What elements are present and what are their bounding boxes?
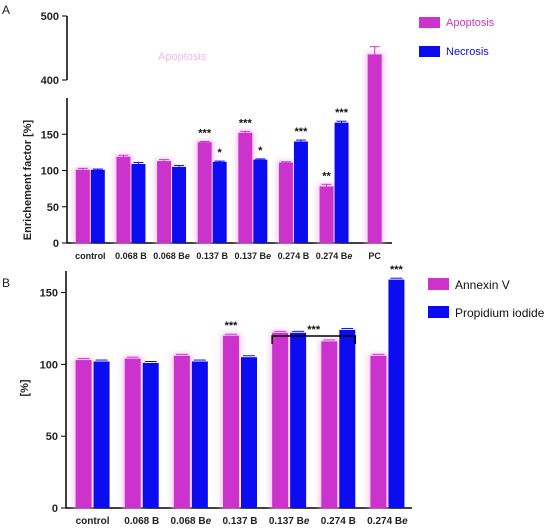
panel-b-y-tick-label: 100 [40, 359, 58, 371]
panel-b-x-tick-label-0-137-be: 0.137 Be [269, 516, 310, 527]
panel-a-x-tick-labels: control 0.068 B 0.068 Be 0.137 B 0.137 Be 0.2… [75, 251, 381, 261]
panel-a-y-tick-label: 400 [41, 75, 59, 87]
panel-b-bar-annexin-v-0-137-be [272, 332, 289, 508]
panel-a-bar-necrosis-0-068-be [172, 166, 187, 243]
legend-swatch-necrosis [419, 46, 440, 57]
panel-a-x-tick-label-0-274-b: 0.274 B [278, 251, 310, 261]
panel-a-bar-apoptosis-0-137-b [197, 142, 212, 243]
panel-a-ghost-text: Apoptosis [158, 51, 207, 63]
legend-swatch-propidium [428, 306, 449, 318]
panel-b-bar-annexin-v-control [75, 360, 92, 508]
panel-a-ylabel: Enrichement factor [%] [22, 119, 34, 240]
panel-a-significance-label: * [258, 145, 263, 157]
panel-a-chart: A Enrichement factor [%] Apoptosis 0 50 10… [2, 3, 495, 261]
legend-swatch-annexin [428, 278, 449, 290]
panel-a-bar-apoptosis-0-137-be [238, 132, 253, 243]
panel-a-y-tick-label: 500 [41, 11, 59, 23]
legend-swatch-apoptosis [419, 17, 440, 28]
panel-a-significance-label: ** [322, 170, 331, 182]
panel-a-bar-necrosis-0-274-b [293, 141, 308, 243]
panel-a-legend: Apoptosis Necrosis [419, 17, 495, 58]
panel-a-bar-apoptosis-0-274-b [278, 162, 293, 243]
panel-a-x-tick-label-pc: PC [368, 251, 381, 261]
panel-a-bar-apoptosis-0-068-be [157, 161, 172, 243]
panel-b-bar-annexin-v-0-068-be [173, 355, 190, 508]
panel-a-x-tick-label-0-274-be: 0.274 Be [316, 251, 353, 261]
panel-b-x-tick-label-0-068-b: 0.068 B [124, 516, 159, 527]
panel-b-bar-annexin-v-0-274-be [370, 355, 387, 508]
panel-a-y-tick-label: 100 [41, 166, 59, 178]
panel-a-y-tick-label: 0 [53, 238, 59, 250]
legend-label-annexin: Annexin V [455, 278, 510, 292]
panel-a-bar-necrosis-control [90, 169, 105, 243]
panel-a-significance-label: *** [335, 107, 349, 119]
panel-b-x-tick-label-0-137-b: 0.137 B [222, 516, 257, 527]
panel-a-bar-apoptosis-0-068-b [116, 156, 131, 243]
panel-a-significance-label: *** [198, 128, 212, 140]
panel-a-x-tick-label-0-137-b: 0.137 B [196, 251, 228, 261]
panel-b-y-tick-label: 150 [40, 288, 58, 300]
panel-b-bar-propidium-iodide-0-274-b [339, 329, 356, 508]
panel-a-bars: **************** [73, 46, 384, 244]
panel-b-bars: *** *** *** [73, 264, 405, 508]
panel-b-ylabel: [%] [19, 379, 31, 396]
panel-a-x-tick-label-0-068-b: 0.068 B [115, 251, 147, 261]
panel-a-y-tick-label: 150 [41, 129, 59, 141]
panel-b-bar-annexin-v-0-274-b [321, 341, 338, 508]
legend-label-apoptosis: Apoptosis [446, 17, 495, 29]
panel-b-legend: Annexin V Propidium iodide [428, 278, 545, 320]
panel-b-bar-propidium-iodide-0-068-be [191, 361, 208, 508]
panel-b-x-tick-label-control: control [76, 516, 110, 527]
panel-b-significance-label: *** [225, 320, 239, 332]
panel-a-bar-apoptosis-control [75, 169, 90, 243]
panel-b-chart: B [%] 0 50 100 150 *** *** *** control 0.068 B… [2, 264, 545, 527]
panel-a-bar-necrosis-0-274-be [334, 122, 349, 243]
panel-b-significance-bracket [271, 335, 357, 344]
panel-a-x-tick-label-0-137-be: 0.137 Be [235, 251, 272, 261]
panel-b-x-tick-labels: control 0.068 B 0.068 Be 0.137 B 0.137 Be 0.2… [76, 516, 409, 527]
panel-b-bar-propidium-iodide-0-137-b [241, 357, 257, 508]
panel-a-y-tick-label: 50 [47, 202, 59, 214]
panel-b-bar-annexin-v-0-068-b [124, 358, 141, 508]
panel-b-bar-propidium-iodide-0-274-be [388, 279, 405, 508]
legend-label-propidium: Propidium iodide [455, 306, 545, 320]
panel-a-bar-necrosis-0-137-b [212, 161, 227, 243]
panel-b-bar-annexin-v-0-137-b [223, 335, 239, 508]
legend-label-necrosis: Necrosis [446, 46, 489, 58]
panel-b-bracket-label: *** [307, 324, 321, 336]
panel-a-bar-apoptosis-0-274-be [319, 186, 334, 243]
panel-b-y-tick-label: 0 [52, 503, 58, 515]
panel-a-significance-label: *** [239, 117, 253, 129]
panel-a-significance-label: *** [295, 126, 309, 138]
panel-a-bar-apoptosis-pc [367, 54, 382, 244]
panel-b-bar-propidium-iodide-control [93, 361, 110, 508]
panel-a-x-tick-label-0-068-be: 0.068 Be [153, 251, 190, 261]
panel-a-label: A [2, 3, 10, 17]
panel-a-bar-necrosis-0-068-b [131, 163, 146, 243]
panel-b-significance-label: *** [390, 264, 404, 276]
panel-a-x-tick-label-control: control [75, 251, 106, 261]
panel-b-x-tick-label-0-068-be: 0.068 Be [171, 516, 212, 527]
panel-b-label: B [2, 276, 10, 290]
panel-a-bar-necrosis-0-137-be [253, 159, 268, 243]
panel-a-significance-label: * [218, 147, 223, 159]
panel-b-x-tick-label-0-274-b: 0.274 B [321, 516, 356, 527]
panel-b-bar-propidium-iodide-0-068-b [142, 362, 159, 508]
panel-b-bar-propidium-iodide-0-137-be [290, 332, 307, 508]
panel-b-y-tick-label: 50 [46, 431, 58, 443]
panel-b-x-tick-label-0-274-be: 0.274 Be [367, 516, 408, 527]
